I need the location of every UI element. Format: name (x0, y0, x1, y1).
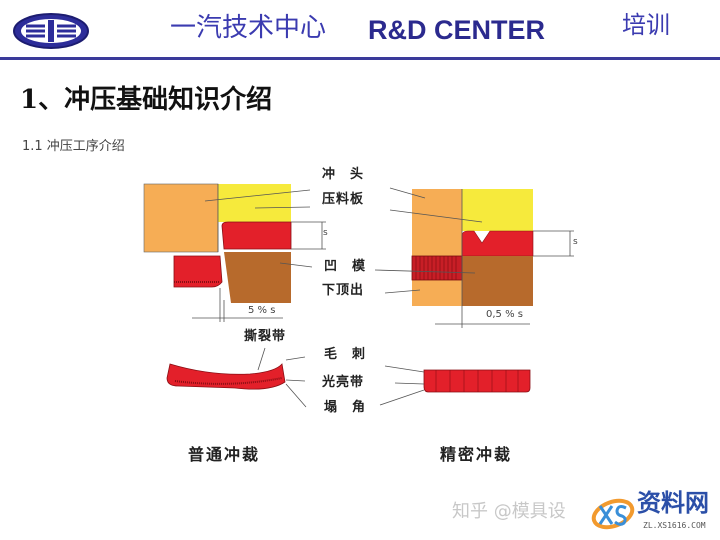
label-burr: 毛 刺 (324, 347, 367, 362)
sheet (221, 221, 292, 250)
dim-s-left: s (323, 228, 328, 238)
label-rollover: 塌 角 (324, 400, 367, 415)
header-title-en: R&D CENTER (368, 15, 546, 45)
dim-s-right: s (573, 237, 578, 247)
ejector (412, 189, 462, 306)
label-tear-zone: 撕裂带 (244, 329, 287, 344)
watermark-url: ZL.XS1616.COM (643, 521, 706, 530)
caption-fine: 精密冲裁 (440, 445, 513, 464)
label-shiny-zone: 光亮带 (322, 375, 365, 390)
clearance-conventional: 5 % s (248, 305, 276, 316)
header-tag: 培训 (622, 11, 670, 39)
xs-logo-icon (591, 498, 635, 530)
punch (143, 183, 219, 253)
blank-holder (218, 184, 291, 222)
header-title-cn: 一汽技术中心 (170, 13, 327, 43)
die-fine (462, 256, 533, 306)
watermark-text: 知乎 @模具设 (452, 501, 566, 522)
fine-part (423, 369, 531, 393)
blank-holder-fine (462, 189, 533, 231)
die (224, 252, 291, 303)
conventional-blanking-diagram (143, 183, 326, 408)
page-title: 1、冲压基础知识介绍 (20, 85, 273, 115)
label-holder: 压料板 (322, 192, 365, 207)
header-divider (0, 57, 720, 60)
label-ejector: 下顶出 (322, 283, 365, 298)
sheet-fine (461, 230, 534, 257)
conventional-part (166, 363, 286, 390)
part-fine (411, 255, 463, 281)
watermark-brand: 资料网 (637, 489, 709, 517)
caption-conventional: 普通冲裁 (188, 445, 261, 464)
fine-blanking-diagram (374, 187, 574, 406)
section-title: 1.1 冲压工序介绍 (22, 139, 125, 154)
label-punch: 冲 头 (322, 167, 365, 182)
slug (173, 255, 223, 288)
clearance-fine: 0,5 % s (486, 309, 523, 320)
faw-logo-icon (13, 13, 89, 49)
label-die: 凹 模 (324, 259, 367, 274)
